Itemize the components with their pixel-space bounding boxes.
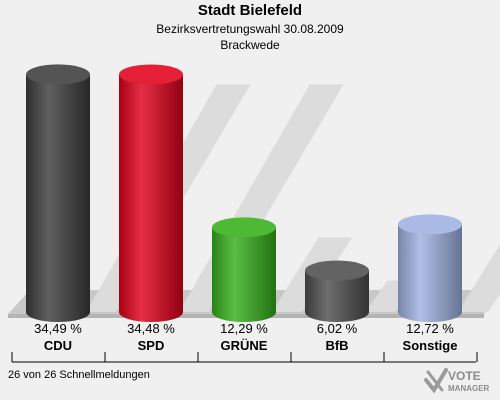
checkmark-icon [424,368,448,394]
logo-line2: MANAGER [448,384,490,393]
bar-labels: 34,49 % CDU 34,48 % SPD 12,29 % GRÜNE 6,02 % Bf… [34,321,457,353]
chart-subtitle: Bezirksvertretungswahl 30.08.2009 [156,22,344,36]
category-label: SPD [138,338,165,353]
chart-title: Stadt Bielefeld [197,2,303,19]
bar-sonstige [398,224,462,312]
bar-bottom-cap [305,302,369,322]
value-label: 12,72 % [406,321,454,336]
category-label: GRÜNE [221,338,268,353]
bar-bottom-cap [212,302,276,322]
category-label: CDU [44,338,72,353]
value-label: 6,02 % [317,321,358,336]
category-label: BfB [325,338,348,353]
bar-top-cap [212,217,276,238]
bar-bottom-cap [119,302,183,322]
bar-cdu [26,74,90,312]
x-axis-ticks [11,352,478,362]
bar-top-cap [119,64,183,85]
value-label: 34,48 % [127,321,175,336]
logo-line1: VOTE [448,369,481,383]
value-label: 34,49 % [34,321,82,336]
vote-manager-logo: VOTE MANAGER [424,368,490,394]
bar-spd [119,74,183,313]
bar-gr-ne [212,227,276,312]
bar-bottom-cap [26,302,90,322]
bar-top-cap [26,64,90,85]
category-label: Sonstige [403,338,458,353]
bar-shadow [458,244,500,312]
bar-bottom-cap [398,302,462,322]
bars [26,64,462,322]
value-label: 12,29 % [220,321,268,336]
footer-note: 26 von 26 Schnellmeldungen [8,369,150,381]
bar-top-cap [398,214,462,235]
chart-subtitle-district: Brackwede [220,38,280,52]
bar-top-cap [305,260,369,281]
